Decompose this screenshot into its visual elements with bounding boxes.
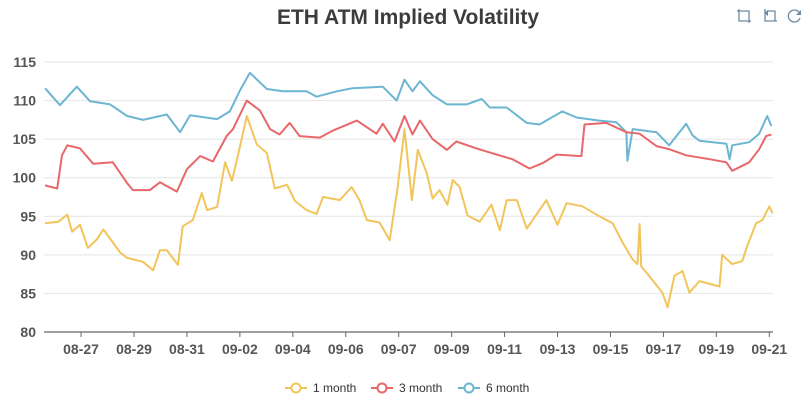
legend-marker-dot <box>463 382 475 394</box>
x-tick-label: 09-19 <box>698 341 734 357</box>
zoom-reset-icon[interactable] <box>762 8 778 24</box>
y-tick-label: 90 <box>20 247 36 263</box>
series-line-6-month <box>44 71 773 162</box>
x-tick-label: 09-13 <box>540 341 576 357</box>
y-axis: 80 85 90 95 100 105 110 115 <box>13 54 37 340</box>
legend: 1 month 3 month 6 month <box>285 381 529 395</box>
series-line-3-month <box>44 99 772 193</box>
y-tick-label: 115 <box>13 54 36 70</box>
legend-marker-dot <box>290 382 302 394</box>
y-tick-label: 110 <box>13 93 36 109</box>
y-tick-label: 100 <box>13 170 37 186</box>
chart-title: ETH ATM Implied Volatility <box>277 6 539 29</box>
y-tick-label: 95 <box>20 208 36 224</box>
legend-label: 6 month <box>486 381 529 395</box>
x-tick-label: 08-27 <box>63 341 99 357</box>
x-tick-label: 09-09 <box>434 341 470 357</box>
y-tick-label: 80 <box>20 324 36 340</box>
legend-marker-dot <box>376 382 388 394</box>
x-tick-label: 09-21 <box>751 341 787 357</box>
data-zoom-icon[interactable] <box>736 8 752 24</box>
x-tick-label: 09-04 <box>275 341 311 357</box>
series-lines <box>44 71 774 309</box>
legend-label: 1 month <box>313 381 356 395</box>
x-tick-label: 09-11 <box>487 341 522 357</box>
restore-icon[interactable] <box>787 8 803 24</box>
x-axis: 08-27 08-29 08-31 09-02 09-04 09-06 09-07 09-09… <box>44 331 787 357</box>
series-line-1-month <box>44 115 774 309</box>
x-tick-label: 09-15 <box>593 341 629 357</box>
y-tick-label: 105 <box>13 131 37 147</box>
x-tick-label: 09-02 <box>222 341 258 357</box>
legend-label: 3 month <box>399 381 442 395</box>
x-tick-label: 09-07 <box>381 341 417 357</box>
x-tick-label: 09-17 <box>646 341 682 357</box>
y-tick-label: 85 <box>20 285 36 301</box>
grid-lines <box>44 61 773 294</box>
x-tick-label: 08-31 <box>169 341 205 357</box>
x-tick-label: 08-29 <box>116 341 152 357</box>
x-tick-label: 09-06 <box>328 341 364 357</box>
